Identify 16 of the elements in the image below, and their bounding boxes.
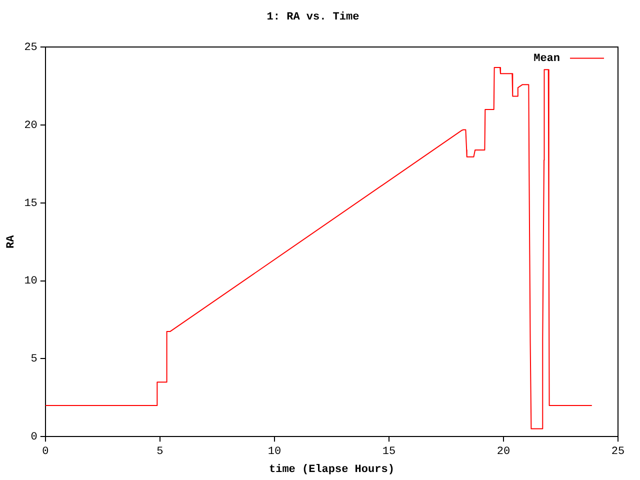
y-axis-title: RA <box>5 234 18 248</box>
chart-title: 1: RA vs. Time <box>266 11 360 24</box>
x-axis-title: time (Elapse Hours) <box>268 464 394 476</box>
x-tick-label: 0 <box>42 446 49 458</box>
x-tick-label: 5 <box>156 446 164 458</box>
legend-label: Mean <box>534 52 560 65</box>
y-tick-label: 0 <box>30 432 38 444</box>
y-tick-label: 25 <box>24 42 38 54</box>
x-tick-label: 10 <box>268 446 282 458</box>
y-tick-label: 10 <box>24 276 38 288</box>
y-tick-label: 20 <box>24 120 38 132</box>
y-tick-label: 5 <box>30 354 38 366</box>
x-tick-label: 20 <box>496 446 510 458</box>
y-tick-label: 15 <box>24 198 38 210</box>
x-tick-label: 25 <box>611 446 625 458</box>
x-tick-label: 15 <box>382 446 396 458</box>
